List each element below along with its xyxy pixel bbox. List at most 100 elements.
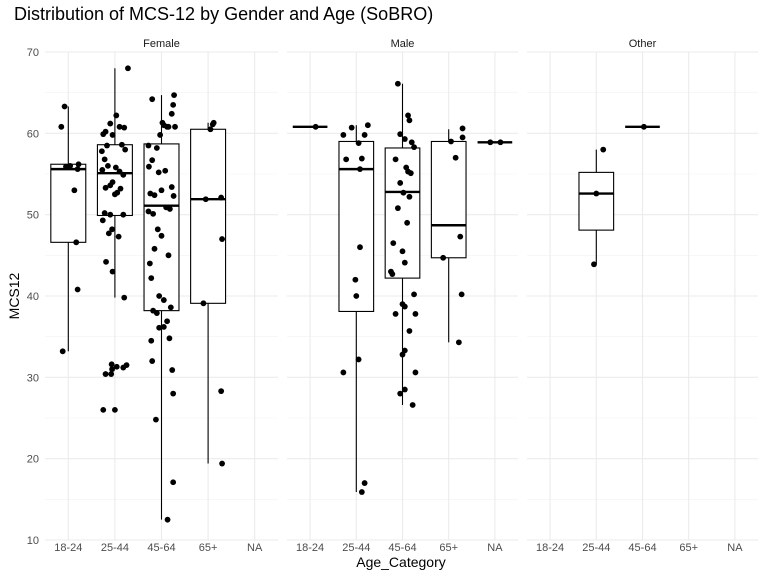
data-point bbox=[411, 144, 417, 151]
data-point bbox=[112, 164, 119, 171]
data-point bbox=[355, 140, 362, 146]
data-point bbox=[440, 254, 447, 261]
x-tick-label: 25-44 bbox=[582, 542, 610, 554]
data-point bbox=[99, 217, 106, 224]
data-point bbox=[149, 96, 156, 103]
data-point bbox=[487, 139, 494, 146]
box-iqr bbox=[430, 140, 467, 259]
data-point bbox=[59, 348, 66, 355]
data-point bbox=[98, 148, 105, 155]
data-point bbox=[148, 275, 155, 282]
data-point bbox=[148, 337, 155, 344]
boxplot-25-44 bbox=[96, 68, 133, 298]
data-point bbox=[155, 169, 162, 176]
data-point bbox=[113, 363, 120, 370]
data-point bbox=[74, 286, 81, 293]
x-tick-label: NA bbox=[727, 542, 743, 554]
data-point bbox=[108, 371, 115, 377]
x-tick-label: 45-64 bbox=[628, 542, 656, 554]
data-point bbox=[412, 310, 419, 317]
data-point bbox=[158, 187, 165, 194]
data-point bbox=[100, 406, 107, 413]
data-point bbox=[169, 367, 176, 373]
data-point bbox=[348, 124, 355, 131]
data-point bbox=[405, 112, 411, 119]
data-point bbox=[121, 124, 128, 131]
data-point bbox=[109, 226, 116, 233]
data-point bbox=[459, 125, 466, 132]
data-point bbox=[160, 122, 167, 129]
data-point bbox=[411, 291, 417, 298]
data-point bbox=[407, 170, 414, 177]
facet-strip-label: Other bbox=[629, 38, 657, 50]
data-point bbox=[394, 80, 401, 87]
boxplot-45-64 bbox=[143, 95, 180, 520]
x-tick-label: 18-24 bbox=[296, 542, 324, 554]
y-tick-label: 20 bbox=[27, 454, 39, 466]
facet-panel-female: Female 18-24 25-44 45-64 65+ NA bbox=[45, 38, 278, 554]
data-point bbox=[157, 132, 164, 138]
data-point bbox=[149, 157, 156, 164]
data-point bbox=[165, 252, 172, 259]
box-iqr bbox=[578, 171, 615, 231]
data-point bbox=[61, 103, 68, 110]
data-point bbox=[361, 132, 368, 138]
x-tick-label: 18-24 bbox=[536, 542, 564, 554]
data-point bbox=[145, 208, 152, 215]
data-point bbox=[400, 189, 407, 196]
data-point bbox=[102, 128, 109, 135]
data-point bbox=[408, 139, 415, 146]
data-point bbox=[122, 146, 129, 153]
data-point bbox=[171, 92, 177, 99]
data-point bbox=[146, 163, 152, 170]
x-tick-label: NA bbox=[487, 542, 503, 554]
data-point bbox=[165, 123, 172, 130]
boxplot-65+ bbox=[190, 122, 227, 464]
data-point bbox=[145, 142, 152, 149]
data-point bbox=[154, 226, 161, 233]
data-point bbox=[401, 259, 408, 266]
data-point bbox=[172, 123, 178, 130]
data-point bbox=[107, 211, 114, 218]
data-point bbox=[406, 193, 413, 200]
data-point bbox=[593, 190, 600, 197]
y-tick-label: 50 bbox=[27, 210, 39, 222]
data-point bbox=[118, 141, 125, 148]
data-point bbox=[166, 206, 173, 212]
data-point bbox=[340, 369, 347, 376]
facet-panels: 10 20 30 40 50 60 70 Female 18-24 25-44 45-64 65+ NA… bbox=[27, 38, 758, 554]
data-point bbox=[600, 146, 607, 153]
y-axis-label: MCS12 bbox=[6, 272, 22, 319]
data-point bbox=[121, 294, 128, 301]
x-axis-label: Age_Category bbox=[356, 554, 446, 570]
data-point bbox=[352, 276, 359, 283]
y-tick-label: 40 bbox=[27, 291, 39, 303]
data-point bbox=[162, 167, 169, 174]
data-point bbox=[107, 182, 114, 189]
data-point bbox=[406, 328, 413, 334]
x-tick-label: NA bbox=[247, 542, 263, 554]
data-point bbox=[202, 196, 209, 203]
box-iqr bbox=[384, 147, 421, 279]
boxplot-18-24 bbox=[50, 106, 87, 352]
data-point bbox=[120, 171, 127, 178]
data-point bbox=[105, 230, 112, 237]
data-point bbox=[101, 210, 108, 216]
data-point bbox=[219, 460, 225, 467]
data-point bbox=[168, 184, 175, 190]
data-point bbox=[397, 390, 404, 397]
x-tick-label: 25-44 bbox=[342, 542, 370, 554]
data-point bbox=[153, 145, 160, 151]
box-iqr bbox=[338, 140, 375, 313]
data-point bbox=[455, 339, 462, 346]
y-tick-label: 10 bbox=[27, 535, 39, 547]
data-point bbox=[361, 480, 368, 486]
data-point bbox=[458, 291, 465, 298]
facet-panel-other: Other 18-24 25-44 45-64 65+ NA bbox=[527, 38, 758, 554]
chart-title: Distribution of MCS-12 by Gender and Age… bbox=[14, 4, 433, 24]
data-point bbox=[170, 101, 177, 108]
data-point bbox=[448, 138, 454, 145]
data-point bbox=[200, 300, 207, 307]
data-point bbox=[74, 166, 81, 173]
